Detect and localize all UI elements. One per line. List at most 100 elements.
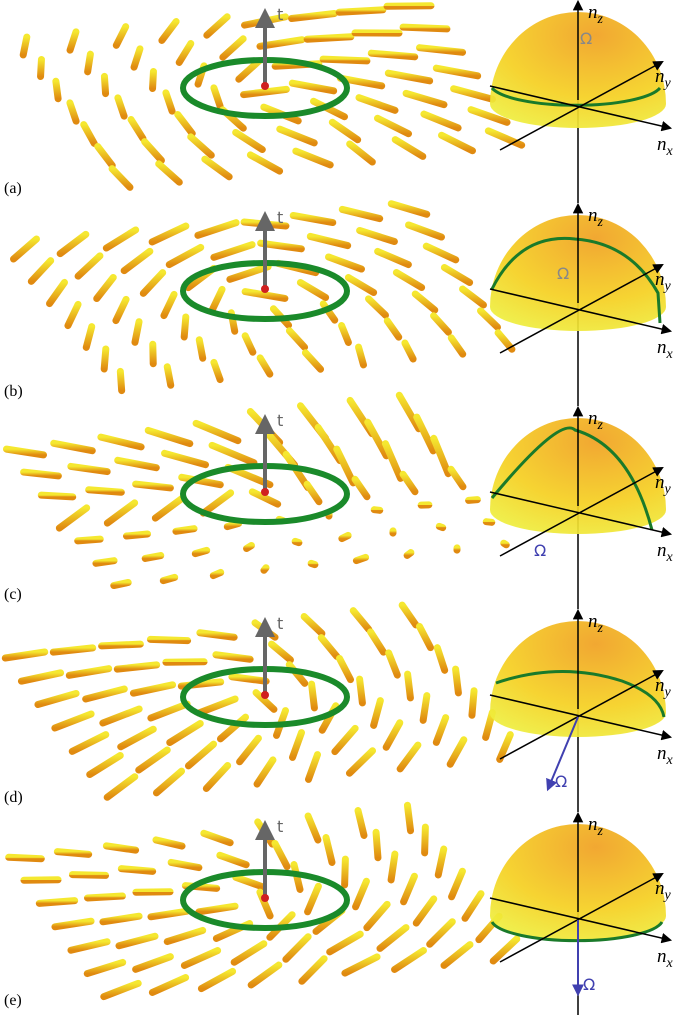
axis-label: ny [655, 472, 672, 497]
rod [370, 697, 384, 729]
rod [147, 700, 191, 722]
omega-label: Ω [555, 772, 567, 791]
rod [385, 649, 401, 679]
axis-label-sub: x [666, 550, 674, 565]
rod [152, 836, 186, 850]
rod [210, 241, 256, 261]
axis-label: nx [657, 743, 674, 768]
rod [292, 147, 334, 169]
rod [67, 938, 111, 954]
rod [51, 917, 95, 931]
rod [192, 419, 242, 445]
rod [1, 648, 49, 662]
rod [322, 834, 336, 866]
rod [162, 89, 176, 115]
rod [288, 79, 338, 95]
axis-label: nx [657, 540, 674, 565]
rod [432, 64, 482, 80]
rod [434, 845, 448, 879]
rod [349, 607, 373, 633]
rod [5, 853, 45, 863]
rod [130, 45, 144, 71]
ny-axis [499, 669, 664, 760]
rod [338, 205, 384, 223]
rod [74, 252, 104, 280]
rod [422, 242, 460, 264]
panel-label: (b) [4, 383, 23, 400]
rod-field [19, 2, 526, 191]
rod [496, 731, 514, 763]
sphere-circle [490, 86, 662, 107]
rod [317, 634, 341, 660]
rod [232, 873, 266, 891]
rod [356, 226, 398, 246]
rod [440, 264, 474, 286]
rod [97, 433, 145, 451]
axis-label-base: n [655, 269, 665, 290]
rod [226, 263, 272, 283]
rod [446, 736, 468, 768]
rod [289, 211, 337, 227]
t-label: t [277, 208, 283, 227]
axis-label-sub: z [597, 418, 604, 433]
rod [376, 924, 410, 952]
origin-dot [261, 488, 269, 496]
rod [102, 842, 140, 854]
rod-field [2, 391, 510, 590]
rod [52, 77, 62, 103]
rod [196, 629, 238, 641]
rod [325, 253, 365, 273]
rod [319, 55, 371, 65]
rod [235, 57, 263, 83]
axis-label-sub: x [666, 347, 674, 362]
rod [50, 439, 96, 455]
rod [296, 279, 330, 301]
rod [399, 470, 419, 496]
axis-label-base: n [657, 540, 667, 561]
rod [304, 751, 322, 783]
rod [195, 902, 239, 916]
rod [146, 635, 192, 645]
rod [144, 426, 194, 448]
rod [35, 897, 79, 907]
axis-label-sub: z [597, 621, 604, 636]
rod [45, 278, 69, 308]
rod [252, 689, 278, 713]
rod [271, 839, 291, 871]
axis-label-sub: x [666, 956, 674, 971]
rod [260, 564, 270, 574]
rod [68, 731, 110, 755]
rod [160, 449, 210, 469]
rod [141, 138, 165, 164]
rod [120, 247, 154, 275]
rod [403, 801, 415, 835]
rod [240, 85, 290, 99]
axis-label-sub: z [597, 12, 604, 27]
rod [116, 367, 126, 395]
rod [301, 349, 325, 373]
rod [163, 363, 175, 389]
axis-label: nz [588, 2, 604, 27]
origin-dot [261, 691, 269, 699]
rod [100, 345, 110, 373]
rod [165, 243, 205, 269]
rod [82, 685, 128, 703]
rod [114, 94, 128, 120]
rod [433, 644, 449, 674]
rod [131, 318, 143, 346]
rod [67, 462, 111, 476]
rod [415, 622, 435, 652]
rod [102, 226, 140, 252]
rod [247, 961, 283, 989]
axis-label: nx [657, 337, 674, 362]
rod [402, 89, 448, 109]
rod [367, 49, 419, 61]
rod [180, 313, 190, 341]
axis-label: nz [588, 408, 604, 433]
rod [448, 867, 466, 901]
